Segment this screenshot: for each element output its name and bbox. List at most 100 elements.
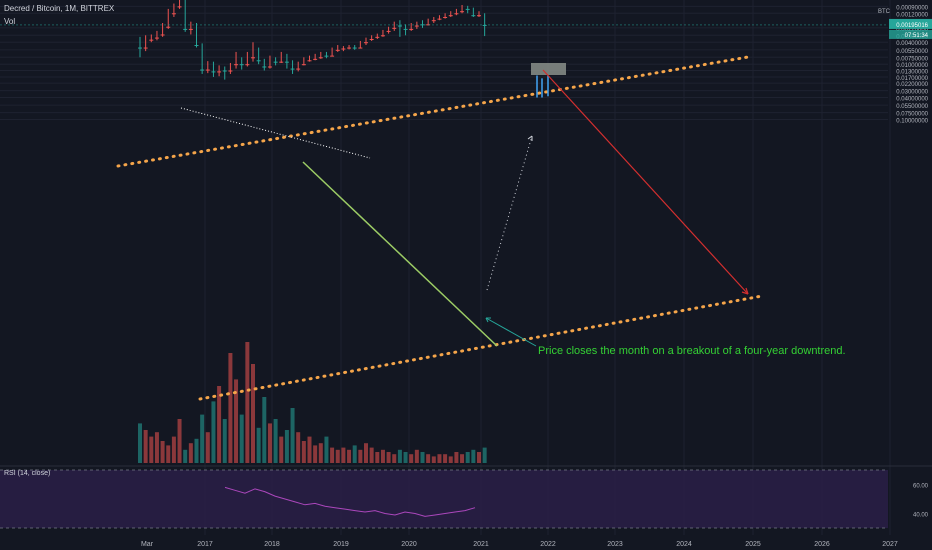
rsi-label: RSI (14, close) (4, 470, 51, 477)
candle-body (448, 15, 453, 17)
volume-bar (380, 449, 385, 463)
candle-body (364, 42, 368, 44)
last-price-text: 0.00195016 (896, 23, 928, 29)
projection-dotted-arrow (486, 135, 533, 291)
candle-body (301, 64, 306, 66)
volume-bar (171, 436, 176, 463)
candle-body (397, 25, 402, 27)
volume-bar (460, 454, 465, 463)
volume-bar (267, 423, 272, 463)
volume-bar (194, 438, 199, 463)
candle-body (375, 36, 380, 38)
candle-body (460, 11, 465, 13)
price-tick-label: 0.00750000 (896, 56, 928, 62)
price-tick-label: 0.00220000 (896, 27, 928, 33)
candle-body (234, 64, 239, 66)
candle-body (284, 61, 289, 63)
volume-bar (313, 445, 318, 463)
candle-body (222, 70, 227, 72)
volume-bar (426, 454, 431, 463)
volume-bar (262, 397, 267, 463)
time-axis[interactable]: Mar 2017 2018 2019 2020 2021 2022 2023 2024 2025 2… (141, 541, 898, 548)
price-tick-label: 0.00400000 (896, 41, 928, 47)
candle-body (245, 64, 250, 66)
downtrend-line (302, 161, 498, 347)
volume-bar (375, 452, 380, 463)
candle-body (347, 47, 352, 49)
candle-body (149, 39, 154, 41)
candle-body (318, 57, 323, 59)
candle-body (431, 20, 436, 22)
candle-body (341, 48, 346, 50)
candle-body (403, 28, 408, 30)
volume-bar (431, 456, 436, 463)
candle-body (358, 47, 363, 49)
time-tick-label: 2021 (473, 541, 489, 548)
price-tick-label: 0.04000000 (896, 96, 928, 102)
candle-body (437, 18, 442, 20)
rsi-pane: 60.00 40.00 (0, 465, 932, 529)
candle-body (154, 37, 159, 39)
candle-body (171, 13, 176, 15)
volume-bar (335, 449, 340, 463)
volume-bar (465, 452, 470, 463)
volume-bar (279, 436, 284, 463)
candle-body (313, 58, 318, 60)
price-tick-label: 0.07500000 (896, 112, 928, 118)
candle-body (217, 71, 222, 73)
time-tick-label: Mar (141, 541, 154, 548)
volume-label: Vol (4, 17, 16, 26)
candle-body (352, 47, 357, 49)
candle-body (239, 64, 244, 66)
volume-bar (397, 449, 402, 463)
volume-bar (290, 408, 295, 463)
candle-body (177, 6, 182, 8)
candle-body (256, 60, 261, 62)
candle-body (143, 47, 148, 49)
volume-bar (392, 454, 397, 463)
candle-body (211, 71, 216, 73)
volume-bar (386, 452, 391, 463)
candle-body (200, 69, 205, 71)
annotation-pointer-line (485, 317, 537, 347)
volume-bar (358, 449, 363, 463)
volume-bar (138, 423, 142, 463)
volume-bar (177, 419, 182, 463)
time-tick-label: 2018 (264, 541, 280, 548)
candle-body (330, 55, 335, 57)
candle-body (471, 15, 476, 17)
annotation-arrowhead (485, 317, 491, 323)
time-tick-label: 2017 (197, 541, 213, 548)
candle-body (420, 24, 425, 26)
price-tick-label: 0.05500000 (896, 104, 928, 110)
volume-bars (138, 342, 487, 463)
price-tick-label: 0.01000000 (896, 63, 928, 69)
volume-bar (296, 432, 301, 463)
price-tick-label: 0.00090000 (896, 5, 928, 11)
volume-bar (454, 452, 459, 463)
candle-body (482, 24, 487, 26)
candle-body (386, 30, 391, 32)
volume-bar (211, 401, 216, 463)
candle-body (183, 28, 188, 30)
candle-body (251, 57, 255, 59)
volume-bar (318, 443, 323, 463)
volume-bar (245, 342, 250, 463)
candle-body (279, 61, 284, 63)
countdown-tag (889, 29, 932, 39)
time-tick-label: 2022 (540, 541, 556, 548)
volume-bar (477, 452, 481, 463)
volume-bar (420, 452, 425, 463)
candle-body (166, 26, 171, 28)
candle-body (296, 68, 301, 70)
rsi-band (0, 470, 888, 528)
volume-bar (188, 443, 193, 463)
price-tick-label: 0.03000000 (896, 90, 928, 96)
price-tick-label: 0.00120000 (896, 12, 928, 18)
projection-arrowhead (527, 135, 533, 141)
volume-bar (414, 449, 419, 463)
